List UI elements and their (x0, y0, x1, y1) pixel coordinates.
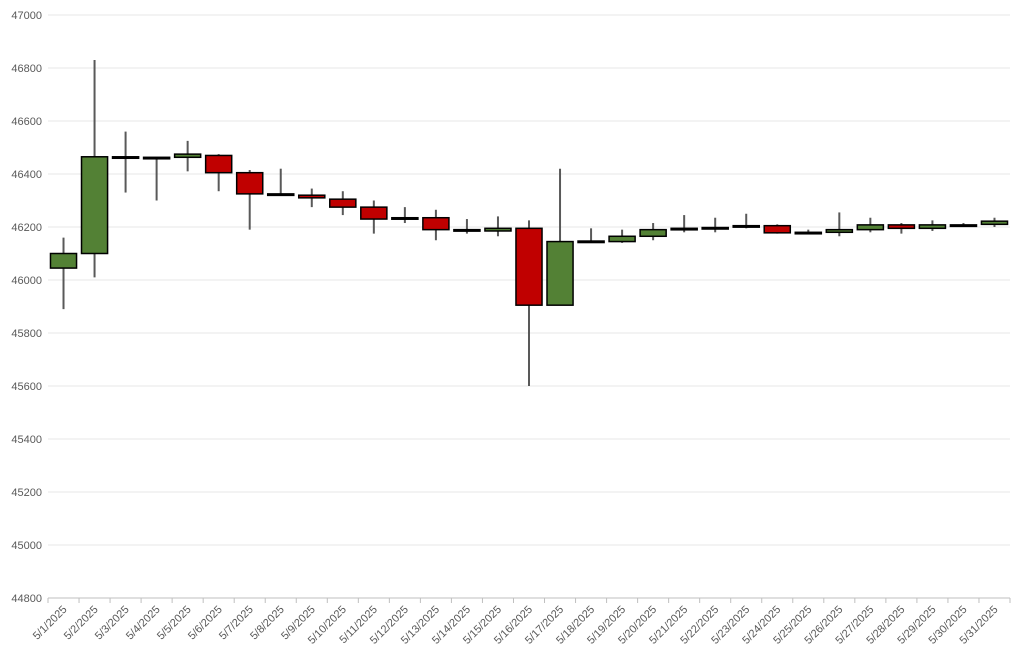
candle (484, 216, 512, 237)
candle (391, 207, 419, 224)
candle (49, 237, 78, 310)
y-tick-label: 45000 (11, 540, 42, 552)
candle (670, 215, 698, 233)
candle (297, 188, 326, 208)
y-tick-label: 46200 (11, 222, 42, 234)
candle-body-up (701, 226, 729, 230)
candle-body-up (111, 156, 140, 160)
candle (980, 217, 1009, 227)
y-tick-label: 47000 (11, 10, 42, 22)
candle-body-up (732, 224, 761, 228)
candle-body-up (173, 153, 202, 159)
candle-body-up (856, 224, 885, 231)
y-tick-label: 46400 (11, 169, 42, 181)
candle-body-up (825, 228, 854, 234)
candle (918, 220, 947, 231)
candle-body-up (918, 224, 947, 230)
candle-body-down (391, 216, 419, 220)
y-tick-label: 45600 (11, 381, 42, 393)
candle-body-down (266, 193, 295, 197)
candle-body-up (80, 156, 109, 255)
candle-body-up (980, 220, 1009, 226)
y-tick-label: 45200 (11, 487, 42, 499)
candle (608, 229, 636, 243)
candle (639, 223, 667, 241)
y-axis: 44800 45000 45200 45400 45600 45800 46000 46200… (11, 10, 42, 605)
candle-body-up (949, 224, 978, 228)
candle-body-down (329, 198, 357, 208)
candle (701, 217, 729, 233)
y-tick-label: 44800 (11, 593, 42, 605)
candle-body-down (887, 224, 916, 230)
candles (49, 60, 1009, 386)
candle-body-up (484, 227, 512, 232)
candle (577, 228, 605, 244)
y-tick-label: 46600 (11, 116, 42, 128)
candle-body-down (763, 224, 792, 234)
candle-body-up (794, 231, 823, 235)
candle-body-down (204, 154, 233, 174)
candle (515, 220, 543, 386)
candle (763, 224, 792, 234)
candle (360, 200, 388, 234)
candle-body-up (639, 228, 667, 238)
candle-body-up (608, 235, 636, 243)
candle (794, 229, 823, 235)
candle (266, 168, 295, 197)
candle (453, 219, 481, 234)
candle-body-up (670, 227, 698, 231)
candle-body-up (546, 240, 574, 306)
candle (235, 170, 264, 230)
candle (80, 60, 109, 278)
candle (825, 212, 854, 237)
candle (856, 217, 885, 233)
candle (732, 213, 761, 229)
candle-body-down (142, 156, 171, 160)
y-tick-label: 45800 (11, 328, 42, 340)
candle (204, 154, 233, 192)
candle-body-down (297, 194, 326, 199)
candle (949, 223, 978, 228)
candle-body-up (49, 252, 78, 269)
candle-body-down (515, 227, 543, 306)
y-tick-label: 45400 (11, 434, 42, 446)
candle-body-down (235, 171, 264, 195)
candle (329, 191, 357, 216)
y-tick-label: 46800 (11, 63, 42, 75)
candle-body-down (422, 216, 450, 231)
candle (173, 140, 202, 172)
candle (546, 168, 574, 306)
candle-body-up (577, 240, 605, 244)
candle (887, 223, 916, 234)
candle (142, 156, 171, 201)
y-tick-label: 46000 (11, 275, 42, 287)
candle (422, 209, 450, 241)
candle-body-down (453, 228, 481, 232)
candle-body-down (360, 206, 388, 220)
x-axis: 5/1/20255/2/20255/3/20255/4/20255/5/2025… (31, 597, 1011, 647)
candle (111, 131, 140, 193)
